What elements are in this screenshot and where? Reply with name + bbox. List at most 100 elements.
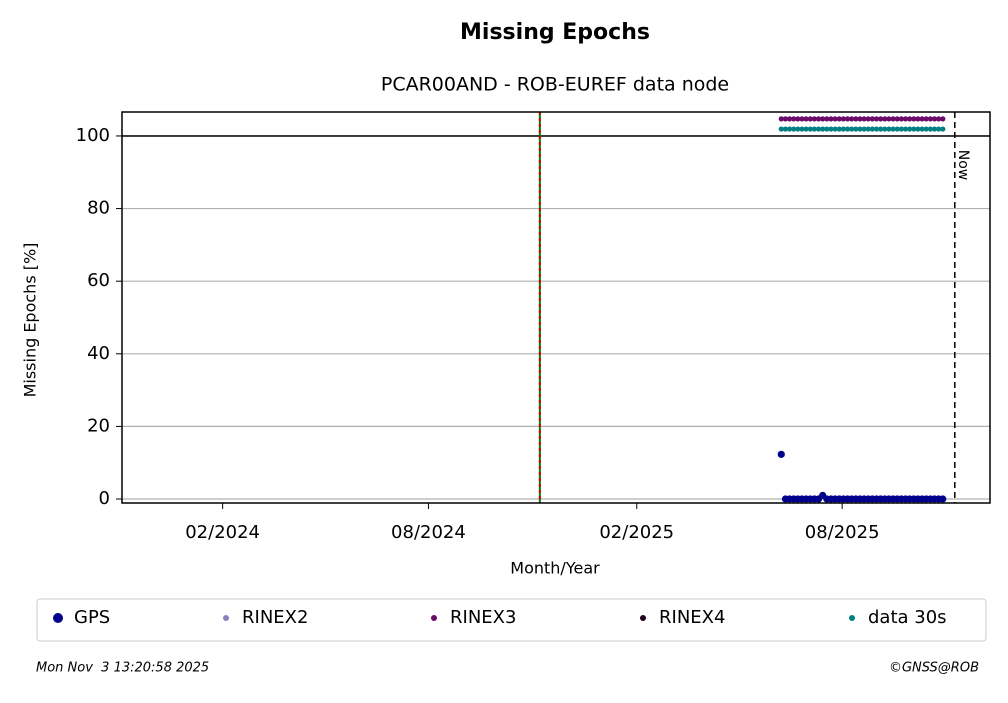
data-point (873, 126, 880, 132)
data-point (869, 116, 875, 122)
data-point (832, 126, 838, 132)
data-point (828, 116, 834, 122)
now-label: Now (955, 150, 971, 181)
data-point (844, 116, 851, 122)
data-point (927, 116, 933, 122)
data-point (878, 116, 884, 122)
chart-subtitle: PCAR00AND - ROB-EUREF data node (381, 74, 729, 96)
data-point (890, 126, 896, 132)
data-point (873, 116, 880, 122)
data-point (911, 116, 917, 122)
data-point (915, 116, 921, 122)
data-point (778, 116, 784, 122)
data-point (815, 126, 822, 132)
data-point (857, 126, 863, 132)
x-tick-label: 08/2024 (391, 522, 466, 543)
x-tick-label: 02/2024 (185, 522, 260, 543)
data-point (811, 116, 818, 122)
data-point (853, 116, 859, 122)
y-axis-label: Missing Epochs [%] (21, 243, 40, 398)
data-point (927, 126, 933, 132)
data-point (853, 126, 859, 132)
data-point (782, 116, 789, 122)
data-point (786, 116, 793, 122)
data-point (940, 126, 946, 132)
data-point (865, 116, 871, 122)
legend-box (36, 598, 987, 642)
legend-label: data 30s (868, 607, 947, 628)
data-point (902, 116, 909, 122)
data-point (840, 126, 847, 132)
legend-label: RINEX4 (659, 607, 725, 628)
legend-label: RINEX2 (242, 607, 308, 628)
data-point (907, 116, 913, 122)
data-point (836, 126, 842, 132)
x-tick-label: 02/2025 (599, 522, 674, 543)
legend-label: RINEX3 (450, 607, 516, 628)
legend-label: GPS (74, 607, 110, 628)
data-point (791, 116, 797, 122)
data-point (795, 126, 801, 132)
data-point (795, 116, 801, 122)
data-point (824, 126, 830, 132)
data-point (782, 126, 789, 132)
data-point (820, 116, 826, 122)
x-axis-label: Month/Year (510, 559, 600, 578)
data-point (882, 126, 888, 132)
data-point (886, 116, 892, 122)
data-point (931, 126, 938, 132)
data-point (911, 126, 917, 132)
timestamp: Mon Nov 3 13:20:58 2025 (36, 661, 209, 676)
data-point (915, 126, 921, 132)
data-point (882, 116, 888, 122)
data-point (857, 116, 863, 122)
data-point (939, 495, 947, 503)
data-point (878, 126, 884, 132)
data-point (836, 116, 842, 122)
legend-marker (849, 615, 855, 621)
data-point (820, 126, 826, 132)
data-point (832, 116, 838, 122)
y-tick-label: 60 (87, 270, 110, 291)
data-point (902, 126, 909, 132)
data-point (890, 116, 896, 122)
credit: ©GNSS@ROB (889, 661, 979, 676)
data-point (919, 116, 925, 122)
data-point (840, 116, 847, 122)
data-point (898, 116, 904, 122)
y-tick-label: 0 (99, 488, 110, 509)
data-point (824, 116, 830, 122)
data-point (907, 126, 913, 132)
y-tick-label: 40 (87, 343, 110, 364)
data-point (936, 116, 942, 122)
plot-frame (121, 111, 991, 504)
data-point (923, 116, 929, 122)
data-point (894, 126, 900, 132)
data-point (777, 450, 785, 458)
data-point (861, 116, 867, 122)
data-point (778, 126, 784, 132)
data-point (861, 126, 867, 132)
data-point (791, 126, 797, 132)
y-tick-label: 100 (76, 125, 110, 146)
data-point (811, 126, 818, 132)
data-point (886, 126, 892, 132)
data-point (844, 126, 851, 132)
data-point (898, 126, 904, 132)
legend-marker (640, 615, 646, 621)
legend-marker (53, 613, 63, 623)
data-point (931, 116, 938, 122)
data-point (807, 126, 813, 132)
data-point (786, 126, 793, 132)
data-point (865, 126, 871, 132)
data-point (799, 116, 805, 122)
legend-marker (223, 615, 229, 621)
legend-marker (431, 615, 437, 621)
data-point (849, 126, 855, 132)
data-point (803, 116, 809, 122)
data-point (807, 116, 813, 122)
x-tick-label: 08/2025 (805, 522, 880, 543)
y-tick-label: 20 (87, 415, 110, 436)
chart-title: Missing Epochs (460, 20, 650, 45)
